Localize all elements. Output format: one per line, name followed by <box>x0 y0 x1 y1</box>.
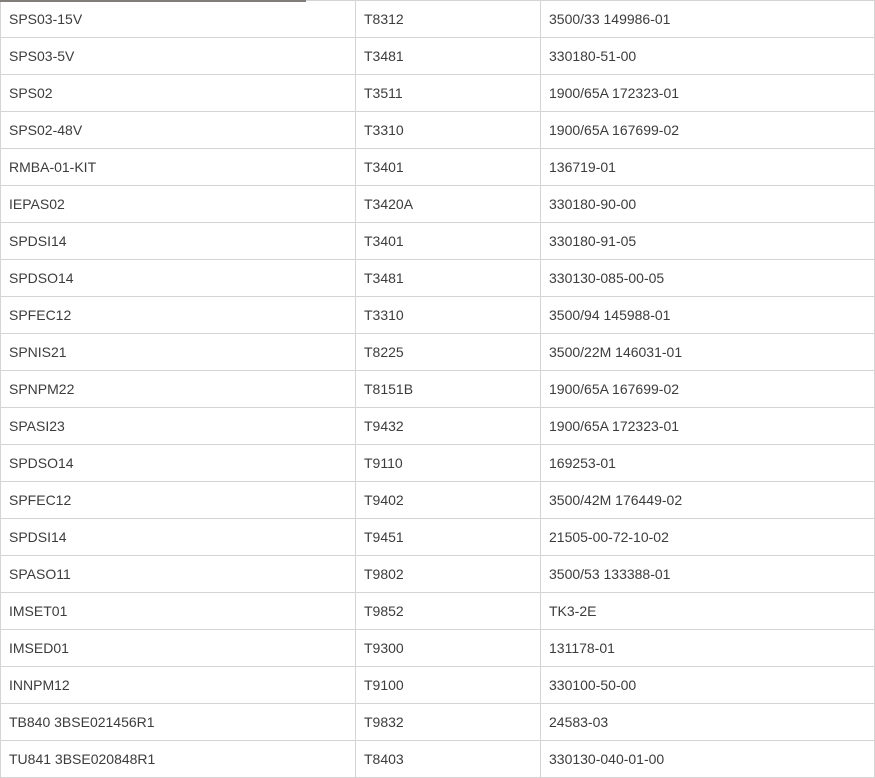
table-cell-col3: 3500/22M 146031-01 <box>540 333 875 371</box>
table-row: TU841 3BSE020848R1 T8403 330130-040-01-00 <box>0 740 875 778</box>
table-cell-col1: SPS02-48V <box>0 111 356 149</box>
table-row: RMBA-01-KIT T3401 136719-01 <box>0 148 875 186</box>
table-cell-col2: T9110 <box>355 444 541 482</box>
table-cell-col2: T3401 <box>355 222 541 260</box>
table-row: TB840 3BSE021456R1 T9832 24583-03 <box>0 703 875 741</box>
table-cell-col1: SPASI23 <box>0 407 356 445</box>
table-row: SPDSI14 T9451 21505-00-72-10-02 <box>0 518 875 556</box>
table-cell-col3: 330180-90-00 <box>540 185 875 223</box>
table-cell-col2: T3420A <box>355 185 541 223</box>
table-row: IEPAS02 T3420A 330180-90-00 <box>0 185 875 223</box>
table-cell-col3: 3500/94 145988-01 <box>540 296 875 334</box>
table-cell-col1: SPS03-15V <box>0 0 356 38</box>
table-cell-col2: T9402 <box>355 481 541 519</box>
table-cell-col3: 330130-085-00-05 <box>540 259 875 297</box>
table-row: SPNIS21 T8225 3500/22M 146031-01 <box>0 333 875 371</box>
table-row: SPDSI14 T3401 330180-91-05 <box>0 222 875 260</box>
table-cell-col1: IMSED01 <box>0 629 356 667</box>
table-cell-col3: 330130-040-01-00 <box>540 740 875 778</box>
table-cell-col3: 1900/65A 167699-02 <box>540 111 875 149</box>
table-cell-col3: 24583-03 <box>540 703 875 741</box>
table-cell-col2: T3511 <box>355 74 541 112</box>
table-cell-col2: T9100 <box>355 666 541 704</box>
table-cell-col2: T8403 <box>355 740 541 778</box>
table-cell-col3: 330180-91-05 <box>540 222 875 260</box>
table-cell-col2: T3310 <box>355 296 541 334</box>
table-cell-col3: 330100-50-00 <box>540 666 875 704</box>
table-cell-col1: SPS03-5V <box>0 37 356 75</box>
table-cell-col2: T9852 <box>355 592 541 630</box>
table-cell-col2: T3481 <box>355 37 541 75</box>
table-row: SPFEC12 T9402 3500/42M 176449-02 <box>0 481 875 519</box>
table-row: SPASI23 T9432 1900/65A 172323-01 <box>0 407 875 445</box>
table-cell-col1: SPDSI14 <box>0 518 356 556</box>
table-row: SPDSO14 T9110 169253-01 <box>0 444 875 482</box>
table-cell-col2: T3401 <box>355 148 541 186</box>
table-cell-col1: SPFEC12 <box>0 481 356 519</box>
table-cell-col3: TK3-2E <box>540 592 875 630</box>
table-cell-col2: T8151B <box>355 370 541 408</box>
table-cell-col3: 3500/42M 176449-02 <box>540 481 875 519</box>
table-cell-col3: 1900/65A 167699-02 <box>540 370 875 408</box>
table-cell-col3: 3500/53 133388-01 <box>540 555 875 593</box>
table-cell-col1: RMBA-01-KIT <box>0 148 356 186</box>
table-cell-col2: T9300 <box>355 629 541 667</box>
table-cell-col3: 136719-01 <box>540 148 875 186</box>
table-cell-col2: T3481 <box>355 259 541 297</box>
table-cell-col3: 1900/65A 172323-01 <box>540 407 875 445</box>
table-row: SPDSO14 T3481 330130-085-00-05 <box>0 259 875 297</box>
table-cell-col1: SPDSO14 <box>0 259 356 297</box>
table-cell-col1: SPASO11 <box>0 555 356 593</box>
table-row: SPS02 T3511 1900/65A 172323-01 <box>0 74 875 112</box>
table-cell-col1: TB840 3BSE021456R1 <box>0 703 356 741</box>
table-cell-col1: TU841 3BSE020848R1 <box>0 740 356 778</box>
table-cell-col1: INNPM12 <box>0 666 356 704</box>
table-cell-col1: SPS02 <box>0 74 356 112</box>
table-cell-col2: T9432 <box>355 407 541 445</box>
table-cell-col2: T9451 <box>355 518 541 556</box>
table-row: SPNPM22 T8151B 1900/65A 167699-02 <box>0 370 875 408</box>
table-cell-col3: 169253-01 <box>540 444 875 482</box>
table-cell-col1: SPNIS21 <box>0 333 356 371</box>
table-row: SPASO11 T9802 3500/53 133388-01 <box>0 555 875 593</box>
table-cell-col3: 330180-51-00 <box>540 37 875 75</box>
table-cell-col3: 1900/65A 172323-01 <box>540 74 875 112</box>
table-cell-col1: IEPAS02 <box>0 185 356 223</box>
table-row: INNPM12 T9100 330100-50-00 <box>0 666 875 704</box>
table-row: SPFEC12 T3310 3500/94 145988-01 <box>0 296 875 334</box>
table-cell-col3: 3500/33 149986-01 <box>540 0 875 38</box>
table-cell-col3: 21505-00-72-10-02 <box>540 518 875 556</box>
table-cell-col2: T8225 <box>355 333 541 371</box>
table-cell-col3: 131178-01 <box>540 629 875 667</box>
table-cell-col1: IMSET01 <box>0 592 356 630</box>
table-row: IMSED01 T9300 131178-01 <box>0 629 875 667</box>
table-cell-col1: SPFEC12 <box>0 296 356 334</box>
table-cell-col2: T8312 <box>355 0 541 38</box>
table-row: IMSET01 T9852 TK3-2E <box>0 592 875 630</box>
table-cell-col2: T9802 <box>355 555 541 593</box>
table-cell-col1: SPDSO14 <box>0 444 356 482</box>
table-row: SPS02-48V T3310 1900/65A 167699-02 <box>0 111 875 149</box>
table-cell-col2: T9832 <box>355 703 541 741</box>
table-cell-col1: SPDSI14 <box>0 222 356 260</box>
table-row: SPS03-15V T8312 3500/33 149986-01 <box>0 0 875 38</box>
top-partial-line <box>0 0 306 2</box>
table-cell-col1: SPNPM22 <box>0 370 356 408</box>
table-cell-col2: T3310 <box>355 111 541 149</box>
table-row: SPS03-5V T3481 330180-51-00 <box>0 37 875 75</box>
